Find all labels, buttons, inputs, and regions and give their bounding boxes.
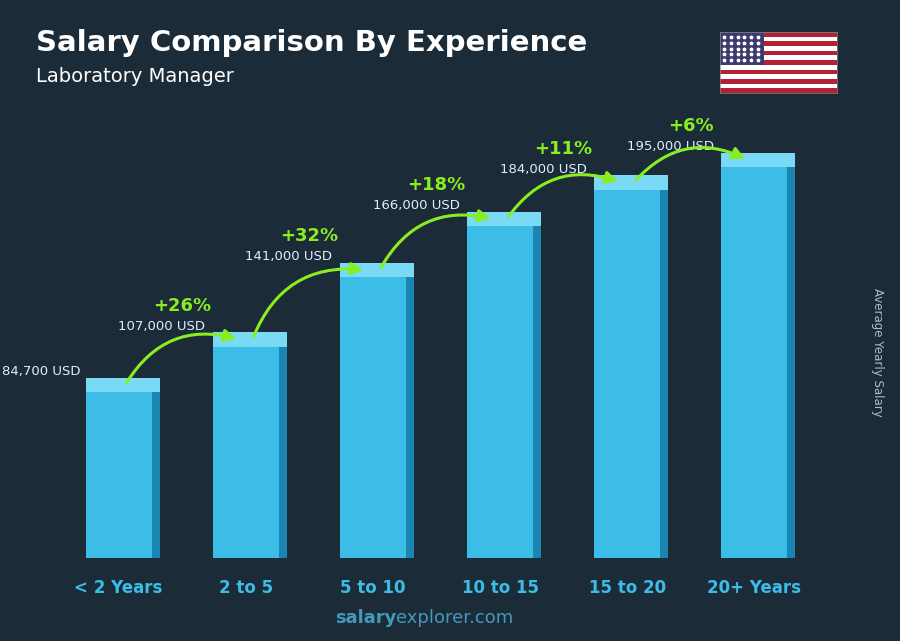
- Text: 184,000 USD: 184,000 USD: [500, 163, 587, 176]
- Text: explorer.com: explorer.com: [396, 609, 513, 627]
- Text: +11%: +11%: [535, 140, 593, 158]
- Bar: [720, 83, 837, 88]
- Bar: [720, 51, 837, 56]
- Bar: [594, 183, 661, 558]
- FancyArrowPatch shape: [381, 211, 488, 268]
- Bar: [720, 65, 837, 69]
- Bar: [721, 153, 796, 167]
- Bar: [720, 69, 837, 74]
- Bar: [279, 343, 287, 558]
- FancyArrowPatch shape: [635, 147, 742, 180]
- Bar: [720, 74, 837, 79]
- Bar: [212, 340, 279, 558]
- FancyArrowPatch shape: [254, 263, 360, 337]
- Text: Salary Comparison By Experience: Salary Comparison By Experience: [36, 29, 587, 57]
- Text: 141,000 USD: 141,000 USD: [245, 251, 332, 263]
- Bar: [720, 32, 837, 37]
- Text: Laboratory Manager: Laboratory Manager: [36, 67, 234, 87]
- Bar: [86, 378, 159, 392]
- Text: +26%: +26%: [153, 297, 211, 315]
- Bar: [720, 79, 837, 83]
- Bar: [788, 166, 796, 558]
- Text: 166,000 USD: 166,000 USD: [373, 199, 459, 212]
- Bar: [720, 60, 837, 65]
- Bar: [661, 188, 668, 558]
- Text: Average Yearly Salary: Average Yearly Salary: [871, 288, 884, 417]
- Bar: [721, 160, 788, 558]
- Bar: [720, 42, 837, 46]
- FancyArrowPatch shape: [127, 331, 233, 383]
- Bar: [86, 385, 152, 558]
- Bar: [720, 56, 837, 60]
- Bar: [340, 270, 406, 558]
- FancyArrowPatch shape: [508, 172, 615, 217]
- Text: 195,000 USD: 195,000 USD: [626, 140, 714, 153]
- Text: salary: salary: [335, 609, 396, 627]
- Bar: [720, 32, 764, 65]
- Bar: [467, 219, 533, 558]
- Bar: [720, 46, 837, 51]
- Text: 84,700 USD: 84,700 USD: [2, 365, 80, 378]
- Bar: [594, 175, 668, 190]
- Text: +6%: +6%: [668, 117, 714, 135]
- Bar: [406, 274, 414, 558]
- Text: +18%: +18%: [408, 176, 465, 194]
- Text: 107,000 USD: 107,000 USD: [118, 320, 205, 333]
- Text: +32%: +32%: [280, 228, 338, 246]
- Bar: [720, 88, 837, 93]
- Bar: [152, 388, 159, 558]
- Bar: [467, 212, 541, 226]
- Bar: [533, 224, 541, 558]
- Bar: [340, 263, 414, 278]
- Bar: [720, 37, 837, 42]
- Bar: [212, 332, 287, 347]
